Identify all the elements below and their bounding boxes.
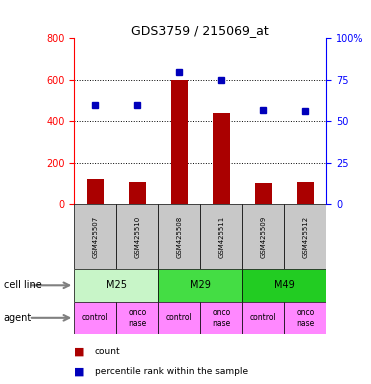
Text: control: control	[166, 313, 193, 322]
Text: onco
nase: onco nase	[212, 308, 230, 328]
Text: count: count	[95, 347, 120, 356]
Text: M25: M25	[106, 280, 127, 290]
Text: GSM425508: GSM425508	[176, 215, 182, 258]
Bar	[74, 204, 116, 269]
Text: cell line: cell line	[4, 280, 42, 290]
Text: control: control	[82, 313, 109, 322]
Text: onco
nase: onco nase	[128, 308, 147, 328]
Bar	[74, 269, 158, 301]
Bar	[285, 301, 326, 334]
Bar	[74, 301, 116, 334]
Bar	[171, 80, 188, 204]
Text: onco
nase: onco nase	[296, 308, 315, 328]
Text: GSM425507: GSM425507	[92, 215, 98, 258]
Bar	[158, 269, 242, 301]
Text: M49: M49	[274, 280, 295, 290]
Title: GDS3759 / 215069_at: GDS3759 / 215069_at	[131, 24, 269, 37]
Bar	[200, 204, 242, 269]
Bar	[116, 301, 158, 334]
Text: GSM425510: GSM425510	[134, 215, 140, 258]
Text: GSM425509: GSM425509	[260, 215, 266, 258]
Text: M29: M29	[190, 280, 211, 290]
Text: GSM425511: GSM425511	[219, 215, 224, 258]
Bar	[200, 301, 242, 334]
Text: GSM425512: GSM425512	[302, 215, 308, 258]
Bar	[158, 301, 200, 334]
Bar	[213, 113, 230, 204]
Bar	[87, 179, 104, 204]
Bar	[116, 204, 158, 269]
Bar	[255, 183, 272, 204]
Bar	[297, 182, 314, 204]
Bar	[242, 301, 285, 334]
Bar	[242, 269, 326, 301]
Bar	[285, 204, 326, 269]
Bar	[242, 204, 285, 269]
Text: ■: ■	[74, 366, 88, 377]
Text: percentile rank within the sample: percentile rank within the sample	[95, 367, 248, 376]
Text: control: control	[250, 313, 277, 322]
Bar	[158, 204, 200, 269]
Text: agent: agent	[4, 313, 32, 323]
Text: ■: ■	[74, 346, 88, 357]
Bar	[129, 182, 146, 204]
